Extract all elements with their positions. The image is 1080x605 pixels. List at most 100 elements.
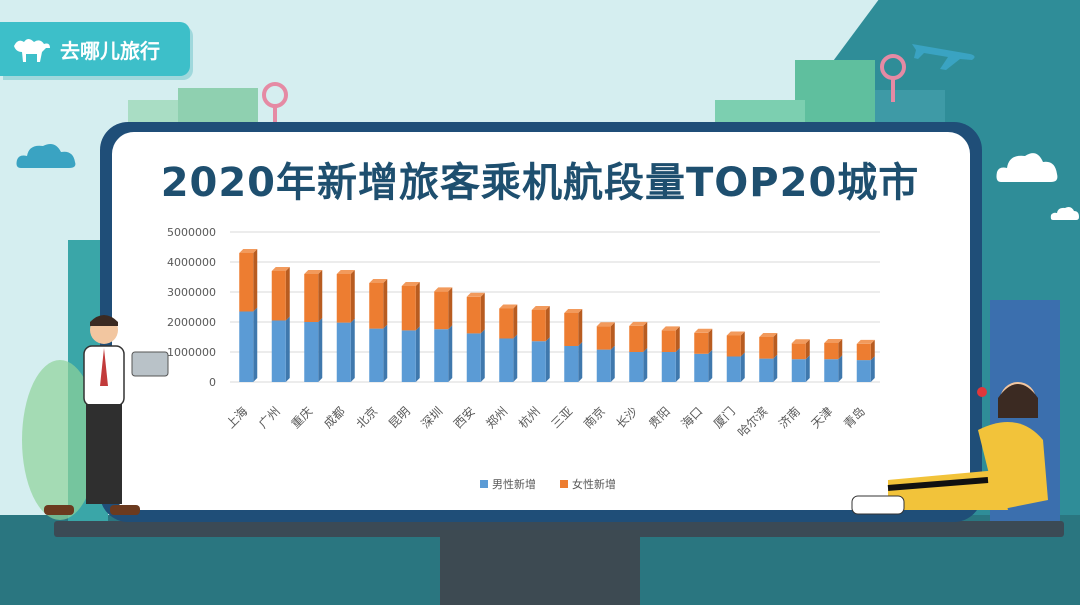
bar-segment — [466, 333, 481, 382]
bar-segment — [466, 296, 481, 334]
building-right — [795, 60, 875, 130]
board-stand — [440, 530, 640, 605]
bar-side — [870, 356, 875, 382]
bar-segment — [369, 283, 384, 329]
bar-side — [350, 318, 355, 382]
brand-logo: 去哪儿旅行 — [0, 22, 190, 76]
x-tick-label: 西安 — [450, 404, 478, 432]
man-with-laptop-illustration — [22, 315, 169, 520]
bar-top — [824, 339, 843, 343]
chart-title: 2020年新增旅客乘机航段量TOP20城市 — [160, 160, 920, 206]
bar-side — [578, 342, 583, 382]
bar-segment — [726, 356, 741, 382]
cloud-icon — [1050, 207, 1079, 220]
legend-swatch — [480, 480, 488, 488]
bar-segment — [531, 310, 546, 342]
bar-segment — [629, 352, 644, 382]
bar-chart: 0 1000000 2000000 3000000 4000000 5000000 上海 广州… — [167, 226, 880, 491]
legend-label: 女性新增 — [572, 477, 616, 491]
x-tick-label: 济南 — [775, 404, 803, 432]
bar-side — [480, 329, 485, 382]
x-tick-label: 昆明 — [386, 404, 413, 431]
bar-segment — [791, 359, 806, 382]
bar-top — [239, 249, 258, 253]
bar-segment — [564, 346, 579, 382]
bar-segment — [271, 320, 286, 382]
x-tick-label: 重庆 — [288, 404, 315, 431]
bar-segment — [759, 358, 774, 382]
bar-side — [253, 307, 258, 382]
x-tick-label: 成都 — [321, 404, 348, 431]
x-tick-label: 上海 — [223, 404, 251, 432]
bar-top — [499, 304, 518, 309]
x-tick-label: 郑州 — [483, 404, 511, 432]
x-tick-label: 厦门 — [710, 404, 738, 432]
bar-top — [466, 292, 485, 297]
bar-side — [513, 334, 518, 382]
landmark-icon — [262, 82, 288, 130]
bar-segment — [531, 341, 546, 382]
bar-segment — [629, 325, 644, 352]
bar-segment — [434, 291, 449, 330]
bar-segment — [304, 274, 319, 322]
bar-side — [578, 309, 583, 346]
bar-segment — [694, 353, 709, 382]
bar-top — [271, 267, 290, 271]
bar-segment — [499, 338, 514, 382]
bar-top — [336, 270, 355, 274]
x-tick-label: 三亚 — [548, 404, 575, 431]
bar-segment — [336, 322, 351, 382]
bar-side — [805, 355, 810, 382]
x-tick-label: 哈尔滨 — [734, 404, 770, 440]
bar-top — [434, 287, 453, 292]
bar-side — [545, 337, 550, 382]
bar-side — [708, 328, 713, 354]
x-tick-label: 南京 — [580, 404, 608, 432]
bar-side — [383, 324, 388, 382]
x-tick-label: 长沙 — [613, 404, 640, 431]
bar-top — [694, 328, 713, 333]
bar-segment — [694, 332, 709, 354]
x-tick-label: 贵阳 — [646, 404, 673, 431]
floor-bar — [54, 521, 1064, 537]
bar-side — [773, 354, 778, 382]
y-tick-label: 5000000 — [167, 226, 216, 239]
bar-segment — [369, 328, 384, 382]
y-tick-label: 3000000 — [167, 286, 216, 299]
bar-side — [675, 348, 680, 382]
cloud-icon — [996, 153, 1058, 182]
bar-side — [643, 321, 648, 352]
bar-segment — [856, 343, 871, 361]
x-tick-label: 海口 — [678, 404, 706, 432]
bar-side — [643, 348, 648, 382]
y-tick-label: 4000000 — [167, 256, 216, 269]
y-tick-label: 0 — [209, 376, 216, 389]
bar-top — [629, 321, 648, 326]
bar-top — [401, 282, 420, 286]
bar-side — [415, 282, 420, 331]
bar-segment — [596, 326, 611, 350]
bar-segment — [499, 308, 514, 339]
bar-segment — [661, 352, 676, 382]
bar-segment — [661, 330, 676, 352]
x-tick-label: 北京 — [353, 404, 380, 431]
bar-side — [838, 339, 843, 360]
bar-top — [596, 322, 615, 327]
bar-top — [726, 331, 745, 336]
brand-name: 去哪儿旅行 — [60, 38, 160, 63]
cloud-icon — [16, 144, 76, 168]
bar-side — [838, 355, 843, 382]
bar-side — [448, 325, 453, 382]
x-tick-label: 深圳 — [418, 404, 445, 431]
bar-side — [285, 316, 290, 382]
bar-segment — [856, 360, 871, 382]
legend-label: 男性新增 — [492, 477, 536, 491]
bar-top — [759, 333, 778, 337]
bar-top — [531, 306, 550, 310]
bar-side — [545, 306, 550, 342]
woman-sitting-illustration — [851, 382, 1048, 515]
bar-side — [805, 339, 810, 360]
bar-segment — [759, 337, 774, 359]
bar-segment — [824, 359, 839, 382]
building-left — [178, 88, 258, 128]
